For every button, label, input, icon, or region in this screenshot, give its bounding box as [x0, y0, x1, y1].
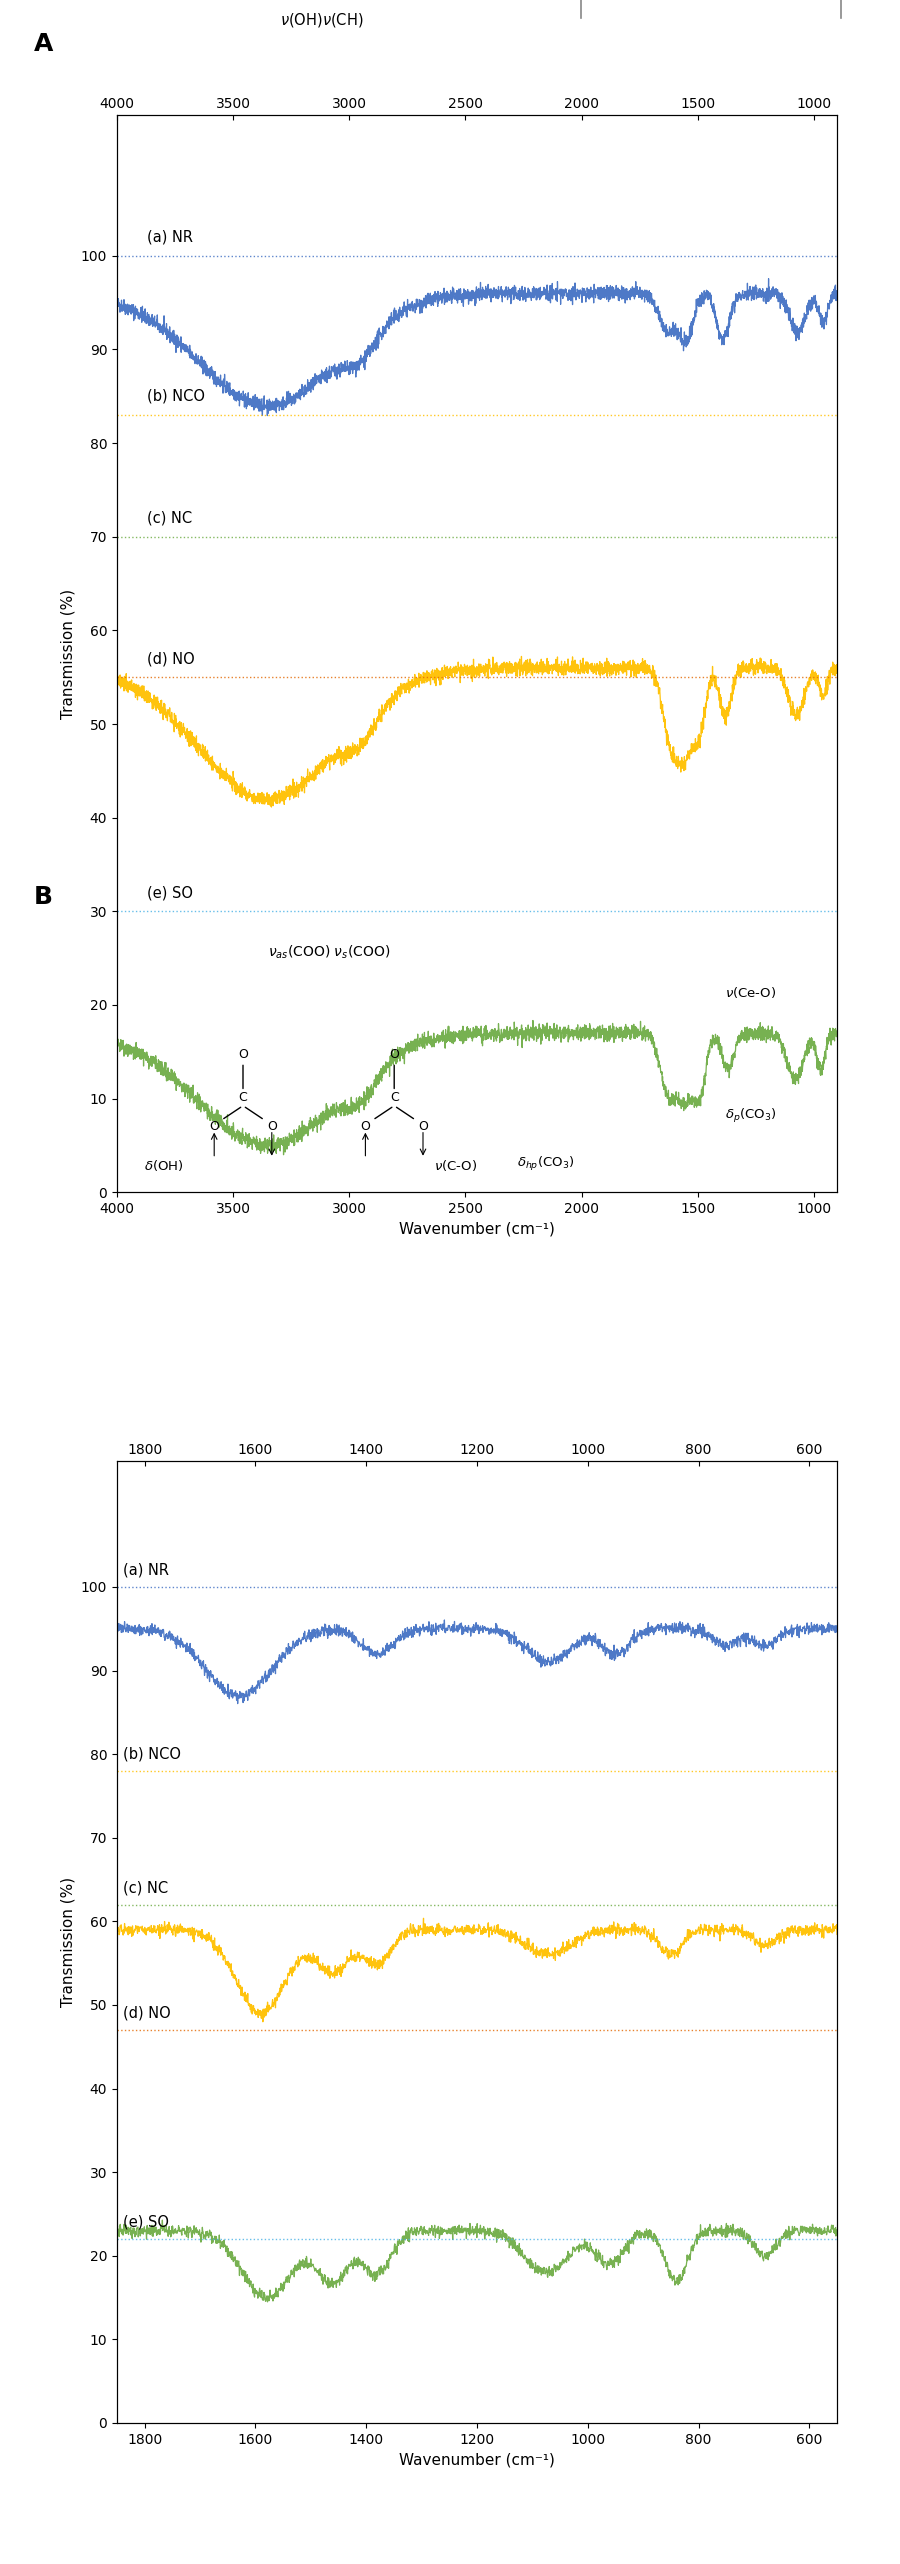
- Text: $\delta$(OH): $\delta$(OH): [144, 1159, 184, 1174]
- Text: $\nu$(Ce-O): $\nu$(Ce-O): [725, 985, 776, 1000]
- Text: O: O: [267, 1120, 276, 1133]
- Text: B: B: [34, 885, 53, 908]
- Text: A: A: [34, 31, 54, 56]
- Text: O: O: [418, 1120, 427, 1133]
- Text: (e) SO: (e) SO: [122, 2215, 168, 2231]
- Text: (b) NCO: (b) NCO: [122, 1746, 181, 1761]
- Text: $\nu$(C-O): $\nu$(C-O): [434, 1159, 477, 1174]
- Text: $\nu$(OH)$\nu$(CH): $\nu$(OH)$\nu$(CH): [281, 10, 364, 28]
- Text: C: C: [390, 1090, 399, 1105]
- Text: O: O: [390, 1049, 399, 1061]
- Text: (e) SO: (e) SO: [148, 885, 194, 900]
- Y-axis label: Transmission (%): Transmission (%): [60, 1877, 76, 2008]
- Text: C: C: [238, 1090, 248, 1105]
- Text: (d) NO: (d) NO: [122, 2005, 170, 2020]
- Text: $\delta_{hp}$(CO$_3$): $\delta_{hp}$(CO$_3$): [517, 1154, 574, 1174]
- Y-axis label: Transmission (%): Transmission (%): [60, 590, 76, 718]
- Text: O: O: [210, 1120, 219, 1133]
- Text: $\delta_p$(CO$_3$): $\delta_p$(CO$_3$): [724, 1108, 777, 1126]
- Text: (b) NCO: (b) NCO: [148, 390, 205, 405]
- Text: (a) NR: (a) NR: [122, 1561, 168, 1577]
- Text: (a) NR: (a) NR: [148, 231, 194, 244]
- Text: $\nu_{as}$(COO) $\nu_{s}$(COO): $\nu_{as}$(COO) $\nu_{s}$(COO): [268, 944, 391, 962]
- Text: (c) NC: (c) NC: [148, 510, 193, 526]
- X-axis label: Wavenumber (cm⁻¹): Wavenumber (cm⁻¹): [399, 2451, 555, 2467]
- Text: O: O: [238, 1049, 248, 1061]
- Text: O: O: [361, 1120, 370, 1133]
- X-axis label: Wavenumber (cm⁻¹): Wavenumber (cm⁻¹): [399, 1220, 555, 1236]
- Text: (d) NO: (d) NO: [148, 651, 195, 667]
- Text: (c) NC: (c) NC: [122, 1879, 167, 1895]
